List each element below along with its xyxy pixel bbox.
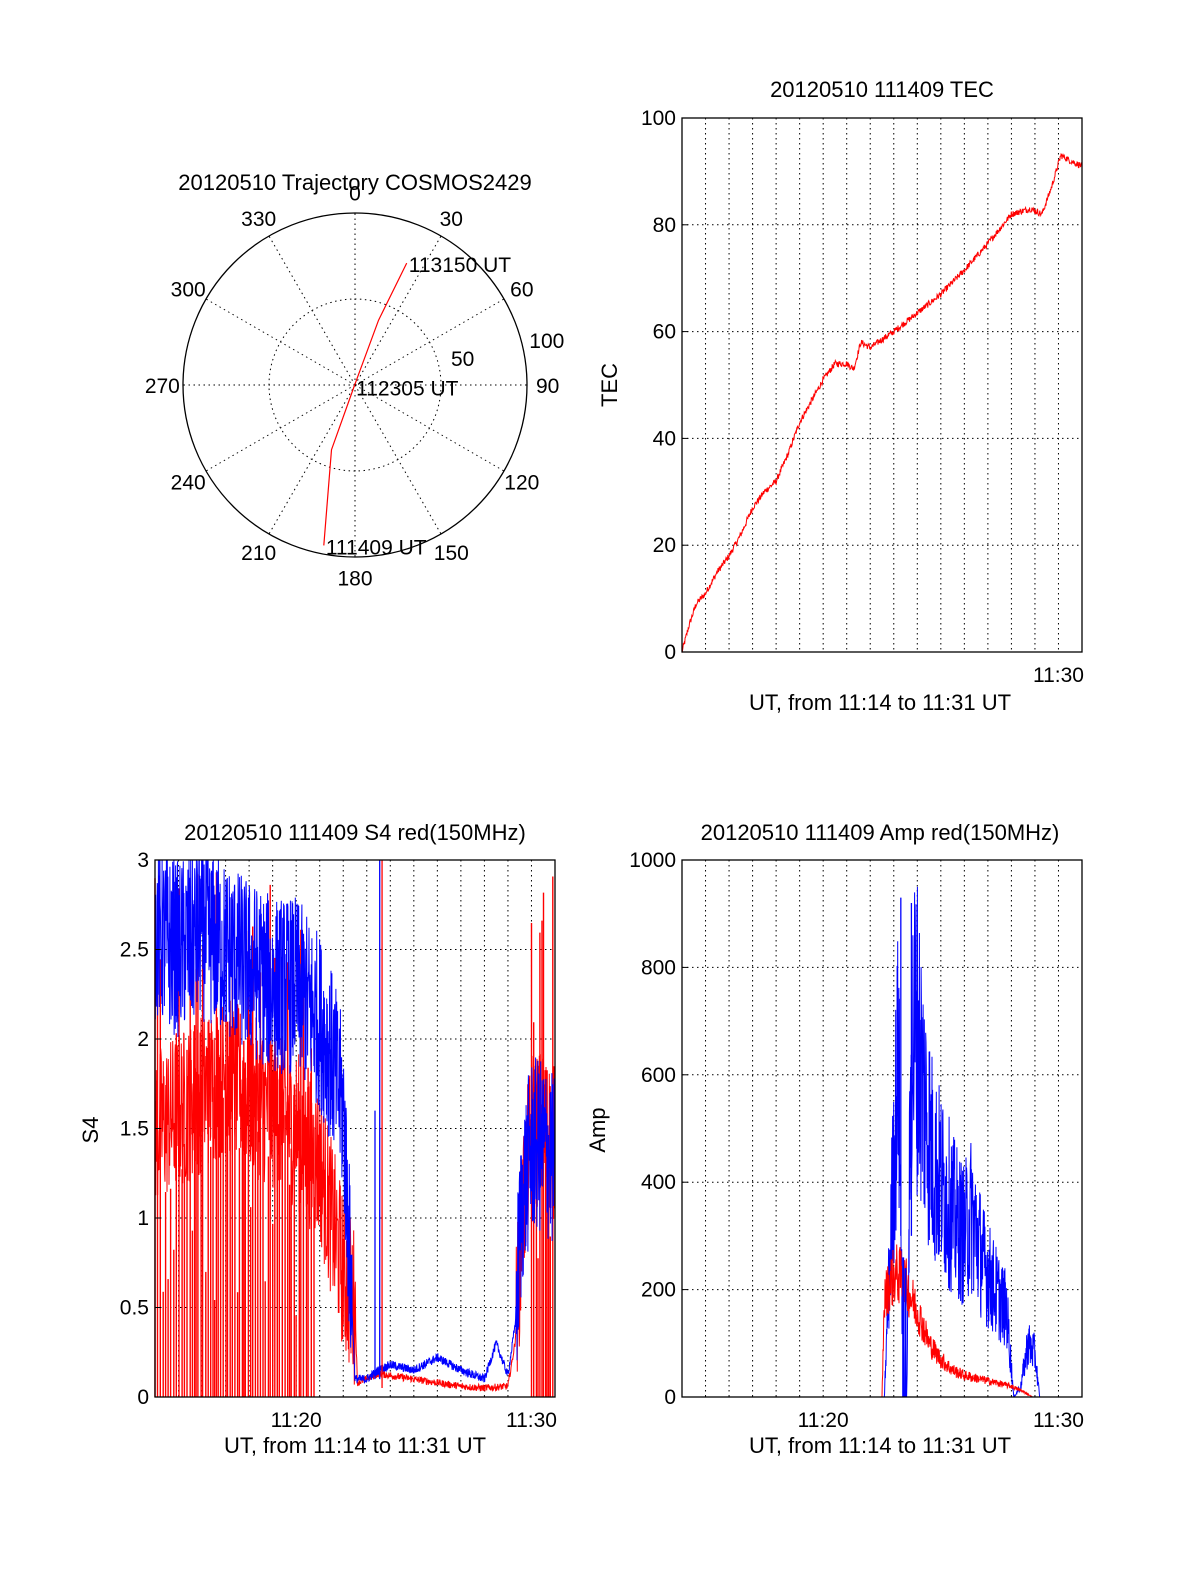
polar-radius-label: 50 bbox=[451, 348, 474, 371]
amp-series-group bbox=[682, 886, 1082, 1398]
amp-ytick-label: 400 bbox=[641, 1171, 676, 1194]
polar-spoke bbox=[205, 384, 356, 472]
s4-red-line bbox=[154, 1000, 556, 1392]
polar-angle-label: 330 bbox=[241, 208, 276, 231]
polar-spoke bbox=[268, 384, 356, 535]
polar-spoke bbox=[354, 235, 442, 386]
s4-blue-line bbox=[154, 859, 556, 1384]
trajectory-series bbox=[323, 262, 408, 546]
s4-xlabel: UT, from 11:14 to 11:31 UT bbox=[224, 1433, 486, 1458]
tec-ytick-label: 100 bbox=[641, 107, 676, 130]
tec-ytick-label: 0 bbox=[664, 641, 676, 664]
polar-angle-label: 180 bbox=[337, 568, 372, 591]
s4-ytick-label: 1 bbox=[137, 1207, 149, 1230]
tec-series-group bbox=[681, 152, 1083, 653]
s4-ytick-label: 3 bbox=[137, 849, 149, 872]
polar-angle-label: 270 bbox=[145, 375, 180, 398]
tec-ytick-label: 60 bbox=[653, 321, 676, 344]
amp-title: 20120510 111409 Amp red(150MHz) bbox=[701, 820, 1060, 845]
amp-ytick-label: 200 bbox=[641, 1279, 676, 1302]
tec-ylabel: TEC bbox=[597, 363, 622, 407]
polar-angle-label: 30 bbox=[440, 208, 463, 231]
amp-grid bbox=[682, 860, 1082, 1397]
s4-ytick-label: 0 bbox=[137, 1386, 149, 1409]
tec-ytick-label: 40 bbox=[653, 427, 676, 450]
tec-panel: 20120510 111409 TEC 0 20 40 60 80 100 11:30 UT… bbox=[597, 77, 1084, 715]
trajectory-point-labels: 111409 UT 112305 UT 113150 UT bbox=[326, 254, 511, 559]
polar-grid bbox=[183, 213, 527, 557]
tec-xtick-label: 11:30 bbox=[1033, 664, 1084, 687]
polar-angle-label: 300 bbox=[171, 279, 206, 302]
polar-angle-label: 90 bbox=[536, 375, 559, 398]
amp-panel: 20120510 111409 Amp red(150MHz) 0 200 400 6… bbox=[585, 820, 1084, 1458]
s4-ticks: 0 0.5 1 1.5 2 2.5 3 11:20 11:30 bbox=[120, 849, 557, 1432]
polar-outer-circle bbox=[182, 212, 528, 558]
amp-blue-line bbox=[682, 886, 1082, 1398]
polar-radius-label: 100 bbox=[529, 330, 564, 353]
s4-ytick-label: 0.5 bbox=[120, 1297, 149, 1320]
polar-angle-labels: 0 30 60 90 120 150 180 210 240 270 300 330 bbox=[145, 182, 559, 590]
trajectory-point-label: 113150 UT bbox=[409, 254, 512, 277]
amp-ylabel: Amp bbox=[585, 1107, 610, 1152]
tec-ytick-label: 20 bbox=[653, 534, 676, 557]
polar-angle-label: 240 bbox=[171, 471, 206, 494]
tec-series-line bbox=[681, 152, 1083, 653]
amp-ytick-label: 800 bbox=[641, 956, 676, 979]
polar-radius-labels: 50 100 bbox=[451, 330, 564, 371]
polar-angle-label: 150 bbox=[434, 542, 469, 565]
amp-ticks: 0 200 400 600 800 1000 11:20 11:30 bbox=[629, 849, 1084, 1432]
s4-xtick-label: 11:20 bbox=[271, 1409, 322, 1432]
s4-ytick-label: 2 bbox=[137, 1028, 149, 1051]
s4-panel: 20120510 111409 S4 red(150MHz) 0 0.5 1 1.5 2… bbox=[78, 820, 557, 1458]
tec-ytick-label: 80 bbox=[653, 214, 676, 237]
trajectory-title: 20120510 Trajectory COSMOS2429 bbox=[178, 170, 531, 195]
trajectory-panel: 20120510 Trajectory COSMOS2429 0 30 60 90 12… bbox=[145, 170, 564, 591]
amp-xlabel: UT, from 11:14 to 11:31 UT bbox=[749, 1433, 1011, 1458]
trajectory-point-label: 111409 UT bbox=[326, 536, 427, 559]
amp-xtick-label: 11:20 bbox=[798, 1409, 849, 1432]
s4-series-group bbox=[154, 859, 556, 1397]
s4-title: 20120510 111409 S4 red(150MHz) bbox=[184, 820, 526, 845]
amp-ytick-label: 1000 bbox=[629, 849, 676, 872]
polar-angle-label: 210 bbox=[241, 542, 276, 565]
s4-xtick-label: 11:30 bbox=[506, 1409, 557, 1432]
polar-angle-label: 60 bbox=[510, 279, 533, 302]
tec-ticks: 0 20 40 60 80 100 11:30 bbox=[641, 107, 1084, 687]
polar-spoke bbox=[354, 384, 505, 472]
s4-ylabel: S4 bbox=[78, 1117, 103, 1144]
tec-frame bbox=[681, 117, 1083, 653]
tec-title: 20120510 111409 TEC bbox=[770, 77, 994, 102]
s4-ytick-label: 1.5 bbox=[120, 1118, 149, 1141]
polar-angle-label: 120 bbox=[504, 471, 539, 494]
polar-spoke bbox=[354, 298, 505, 386]
amp-ytick-label: 0 bbox=[664, 1386, 676, 1409]
s4-ytick-label: 2.5 bbox=[120, 939, 149, 962]
amp-frame bbox=[681, 859, 1083, 1398]
amp-xtick-label: 11:30 bbox=[1033, 1409, 1084, 1432]
polar-angle-label: 0 bbox=[349, 182, 361, 205]
tec-xlabel: UT, from 11:14 to 11:31 UT bbox=[749, 690, 1011, 715]
trajectory-point-label: 112305 UT bbox=[356, 377, 459, 400]
polar-spoke bbox=[205, 298, 356, 386]
trajectory-line bbox=[323, 262, 408, 546]
amp-ytick-label: 600 bbox=[641, 1064, 676, 1087]
tec-grid bbox=[682, 118, 1082, 652]
polar-spoke bbox=[354, 384, 442, 535]
amp-red-line bbox=[682, 1244, 1082, 1398]
polar-spoke bbox=[268, 235, 356, 386]
